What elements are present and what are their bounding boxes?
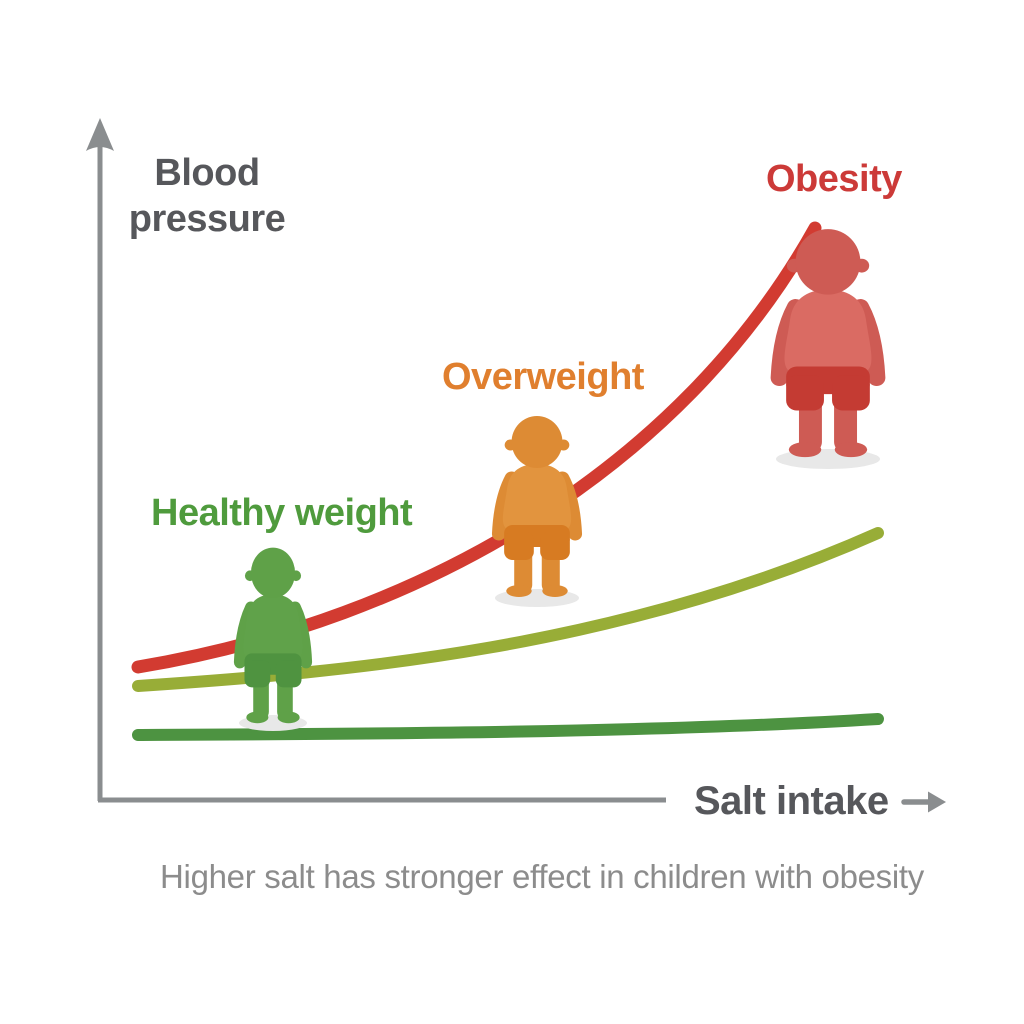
overweight-curve xyxy=(132,527,884,692)
healthy-weight-curve xyxy=(132,713,884,741)
y-axis-label: Blood pressure xyxy=(128,152,286,240)
chart-caption: Higher salt has stronger effect in child… xyxy=(160,858,924,895)
healthy-weight-label: Healthy weight xyxy=(151,492,413,534)
x-axis-label: Salt intake xyxy=(694,779,889,823)
obesity-child-figure xyxy=(779,229,877,458)
x-axis-label-row: Salt intake xyxy=(694,779,947,824)
healthy-child-figure xyxy=(239,547,307,724)
right-arrow-icon xyxy=(900,791,946,812)
overweight-label: Overweight xyxy=(442,356,644,398)
obesity-curve xyxy=(131,221,822,674)
obesity-label: Obesity xyxy=(766,158,902,200)
overweight-child-figure xyxy=(498,416,576,597)
y-axis-arrowhead-icon xyxy=(86,118,114,151)
